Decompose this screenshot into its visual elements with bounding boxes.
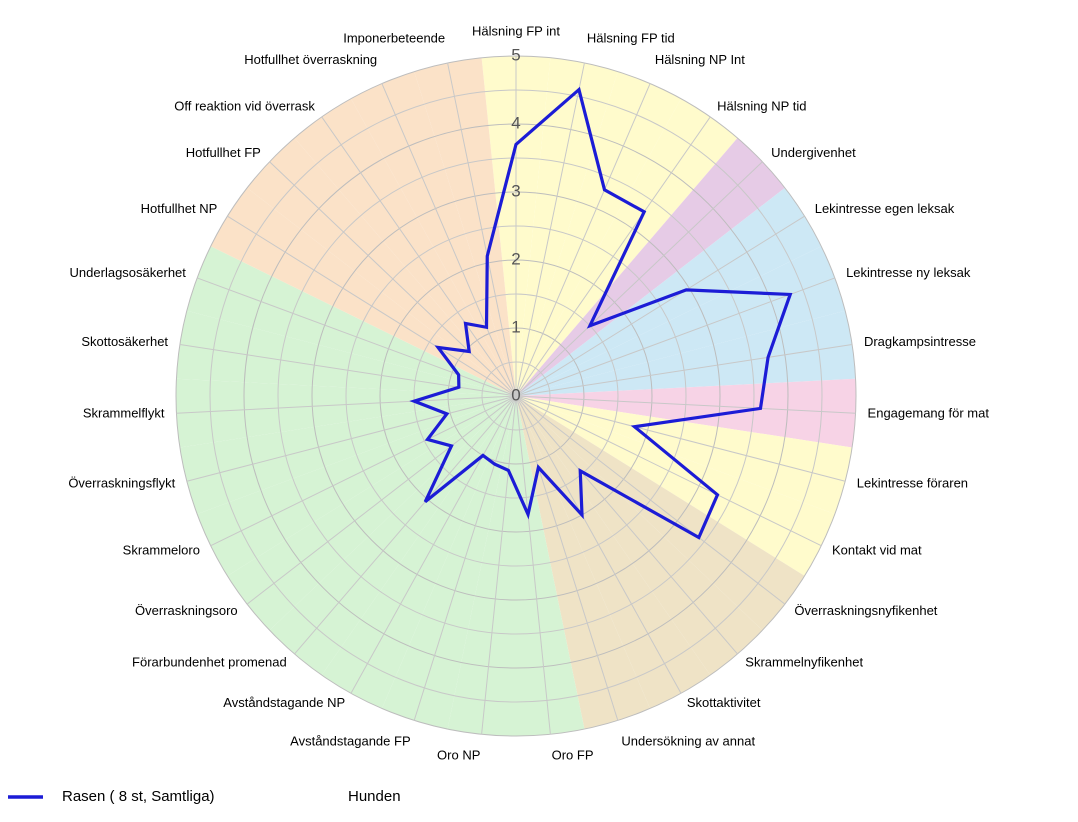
category-label: Imponerbeteende <box>343 31 445 46</box>
category-label: Off reaktion vid överrask <box>174 99 315 114</box>
tick-label: 2 <box>511 249 520 268</box>
spoke <box>515 395 786 605</box>
category-label: Engagemang för mat <box>868 405 990 420</box>
tick-label: 0 <box>511 385 520 404</box>
sector <box>516 378 857 448</box>
sector <box>186 246 517 396</box>
category-label: Underlagsosäkerhet <box>70 265 187 280</box>
sector <box>516 71 682 396</box>
spoke <box>515 395 856 414</box>
category-label: Avståndstagande FP <box>290 733 410 748</box>
spoke <box>515 116 711 397</box>
category-label: Oro NP <box>437 748 480 763</box>
spoke <box>269 161 517 397</box>
category-label: Hälsning NP Int <box>655 52 745 67</box>
category-label: Skottaktivitet <box>687 695 761 710</box>
spoke <box>515 395 619 721</box>
category-label: Hotfullhet FP <box>186 145 261 160</box>
spoke <box>227 215 517 397</box>
spoke <box>515 161 763 397</box>
spoke <box>515 395 551 735</box>
category-label: Förarbundenhet promenad <box>132 655 287 670</box>
sector <box>516 310 856 396</box>
spoke <box>515 395 738 655</box>
spoke <box>515 395 822 547</box>
category-label: Lekintresse egen leksak <box>815 201 955 216</box>
spoke <box>350 395 517 694</box>
category-label: Hotfullhet NP <box>141 201 218 216</box>
sector <box>516 246 846 396</box>
category-label: Oro FP <box>552 748 594 763</box>
sector <box>447 396 516 736</box>
legend-label: Rasen ( 8 st, Samtliga) <box>62 788 215 805</box>
sector <box>381 396 516 730</box>
category-label: Hotfullhet överraskning <box>244 52 377 67</box>
legend-label: Hunden <box>348 788 401 805</box>
spoke <box>381 83 517 397</box>
spoke <box>515 83 651 397</box>
category-label: Lekintresse föraren <box>857 476 968 491</box>
spoke <box>515 62 585 397</box>
sector <box>516 396 711 709</box>
spoke <box>246 395 517 605</box>
spoke <box>515 277 836 397</box>
category-label: Kontakt vid mat <box>832 542 922 557</box>
spoke <box>515 215 805 397</box>
category-label: Hälsning FP tid <box>587 31 675 46</box>
spoke <box>413 395 517 721</box>
category-label: Skrammelnyfikenhet <box>745 655 863 670</box>
category-label: Överraskningsnyfikenhet <box>794 603 937 618</box>
sector <box>179 396 516 515</box>
category-label: Skottosäkerhet <box>81 334 168 349</box>
spoke <box>176 395 517 414</box>
category-label: Skrammelflykt <box>83 405 165 420</box>
spoke <box>481 395 517 735</box>
sector <box>269 396 516 676</box>
spoke <box>294 395 517 655</box>
category-label: Lekintresse ny leksak <box>846 265 971 280</box>
spoke <box>321 116 517 397</box>
spoke <box>447 62 517 397</box>
category-label: Hälsning FP int <box>472 23 560 38</box>
spoke <box>515 344 853 397</box>
category-label: Överraskningsoro <box>135 603 238 618</box>
category-label: Undersökning av annat <box>621 733 755 748</box>
sector <box>516 396 835 576</box>
tick-label: 3 <box>511 181 520 200</box>
sector <box>210 187 516 396</box>
sector <box>227 396 517 631</box>
spoke <box>186 395 517 482</box>
tick-label: 4 <box>511 113 520 132</box>
sector <box>294 98 516 396</box>
sector <box>516 396 853 515</box>
category-label: Undergivenhet <box>771 145 856 160</box>
category-label: Överraskningsflykt <box>68 476 175 491</box>
sector <box>516 187 822 396</box>
sector <box>414 57 516 396</box>
category-label: Dragkampsintresse <box>864 334 976 349</box>
series-line <box>409 86 793 540</box>
tick-label: 5 <box>511 45 520 64</box>
sector <box>321 396 516 709</box>
sector <box>516 396 805 631</box>
spoke <box>515 395 846 482</box>
sector <box>516 396 585 736</box>
sector <box>516 396 763 676</box>
category-label: Skrammeloro <box>123 542 200 557</box>
sector <box>350 71 516 396</box>
category-label: Hälsning NP tid <box>717 99 806 114</box>
tick-label: 1 <box>511 317 520 336</box>
category-label: Avståndstagande NP <box>223 695 345 710</box>
sector <box>176 310 516 396</box>
spoke <box>196 277 517 397</box>
spoke <box>210 395 517 547</box>
spoke <box>515 395 682 694</box>
